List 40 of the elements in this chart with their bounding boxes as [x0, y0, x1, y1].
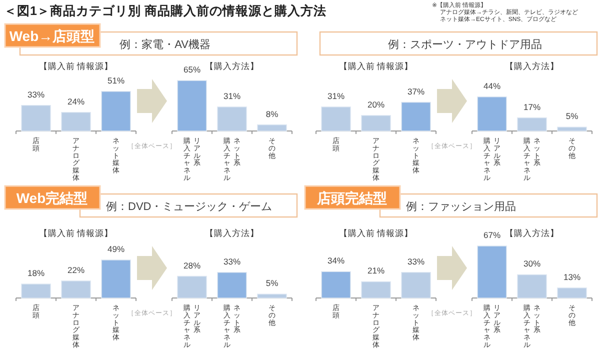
data-label: 49%: [107, 244, 125, 254]
text: 例：DVD・ミュージック・ゲーム: [106, 201, 272, 213]
data-label: 20%: [367, 99, 385, 110]
chart-title: 【購入方法】: [505, 61, 559, 71]
data-label: 5%: [266, 278, 279, 288]
chart-title: 【購入前 情報源】: [38, 228, 114, 238]
data-label: 22%: [67, 264, 85, 275]
text: Web完結型: [16, 190, 88, 206]
chart-title: 【購入方法】: [205, 228, 259, 238]
chart-title: 【購入方法】: [505, 228, 559, 238]
data-label: 33%: [27, 89, 45, 100]
text: 例：家電・AV機器: [120, 38, 210, 51]
data-label: 51%: [107, 75, 125, 86]
chart-title: 【購入前 情報源】: [338, 61, 414, 71]
data-label: 31%: [223, 90, 241, 101]
data-label: 44%: [483, 80, 501, 91]
chart-title: 【購入前 情報源】: [338, 228, 414, 238]
data-label: 31%: [327, 90, 345, 101]
chart-title: 【購入方法】: [205, 61, 259, 71]
data-label: 24%: [67, 96, 85, 106]
data-label: 65%: [183, 64, 201, 75]
data-label: 37%: [407, 86, 425, 96]
text: 例：スポーツ・アウトドア用品: [388, 39, 542, 51]
data-label: 18%: [27, 268, 45, 278]
text: 店頭完結型: [316, 190, 387, 206]
data-label: 33%: [407, 256, 425, 266]
data-label: 28%: [183, 260, 201, 270]
data-label: 13%: [563, 272, 581, 282]
data-label: 21%: [367, 266, 385, 276]
data-label: 67%: [483, 230, 501, 240]
text: ＜図1＞商品カテゴリ別 商品購入前の情報源と購入方法: [4, 3, 326, 18]
text: Web→店頭型: [9, 28, 95, 44]
chart-title: 【購入前 情報源】: [38, 61, 114, 71]
data-label: 8%: [266, 108, 279, 119]
data-label: 5%: [566, 111, 579, 122]
data-label: 17%: [523, 102, 541, 112]
data-label: 34%: [327, 256, 345, 266]
data-label: 33%: [223, 256, 241, 266]
data-label: 30%: [523, 258, 541, 269]
text: 例：ファッション用品: [406, 201, 516, 213]
